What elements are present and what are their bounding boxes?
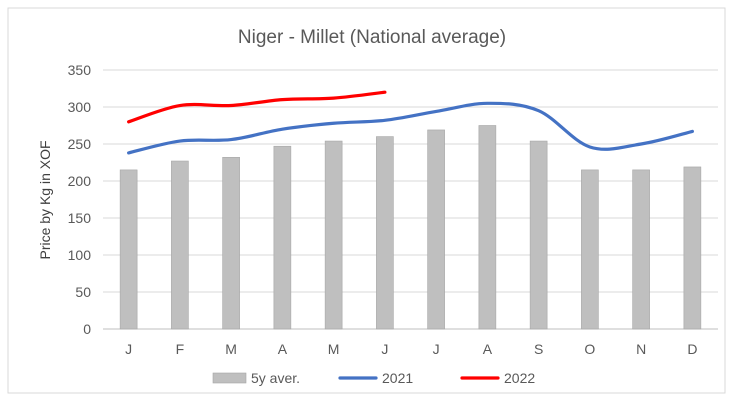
x-tick-label: S	[534, 341, 543, 357]
y-tick-label: 300	[68, 99, 92, 115]
bar	[478, 125, 497, 330]
bar	[273, 145, 292, 330]
y-tick-label: 250	[68, 136, 92, 152]
legend-label: 5y aver.	[251, 370, 300, 386]
y-tick-label: 200	[68, 173, 92, 189]
x-tick-label: A	[483, 341, 493, 357]
bar	[324, 140, 343, 330]
bar	[171, 160, 189, 330]
bar	[427, 129, 445, 330]
x-tick-label: F	[176, 341, 185, 357]
line-series	[127, 90, 694, 155]
line-2021	[127, 101, 694, 155]
bar	[119, 169, 138, 330]
bar	[581, 169, 599, 330]
x-tick-label: D	[687, 341, 697, 357]
x-tick-label: J	[125, 341, 132, 357]
bar	[683, 166, 702, 330]
bar	[529, 140, 548, 330]
bar	[376, 136, 394, 330]
gridlines	[103, 69, 718, 330]
x-tick-label: M	[328, 341, 340, 357]
line-2022	[127, 90, 387, 124]
y-tick-labels: 0 50 100 150 200 250 300 350	[68, 62, 92, 337]
legend-label: 2021	[382, 370, 413, 386]
chart-frame	[7, 7, 726, 394]
legend-label: 2022	[504, 370, 535, 386]
y-tick-label: 150	[68, 210, 92, 226]
x-tick-label: J	[433, 341, 440, 357]
y-tick-label: 50	[75, 284, 91, 300]
x-tick-label: J	[381, 341, 388, 357]
legend-swatch	[212, 372, 247, 384]
y-axis-label: Price by Kg in XOF	[37, 140, 53, 259]
legend: 5y aver. 2021 2022	[212, 370, 535, 386]
x-tick-label: M	[225, 341, 237, 357]
x-tick-label: A	[278, 341, 288, 357]
y-tick-label: 100	[68, 247, 92, 263]
chart-title: Niger - Millet (National average)	[238, 27, 506, 48]
x-tick-label: O	[584, 341, 595, 357]
x-tick-label: N	[636, 341, 646, 357]
bar	[632, 169, 650, 330]
bar	[222, 157, 240, 330]
y-tick-label: 0	[83, 321, 91, 337]
bar-series	[119, 125, 702, 330]
y-tick-label: 350	[68, 62, 92, 78]
